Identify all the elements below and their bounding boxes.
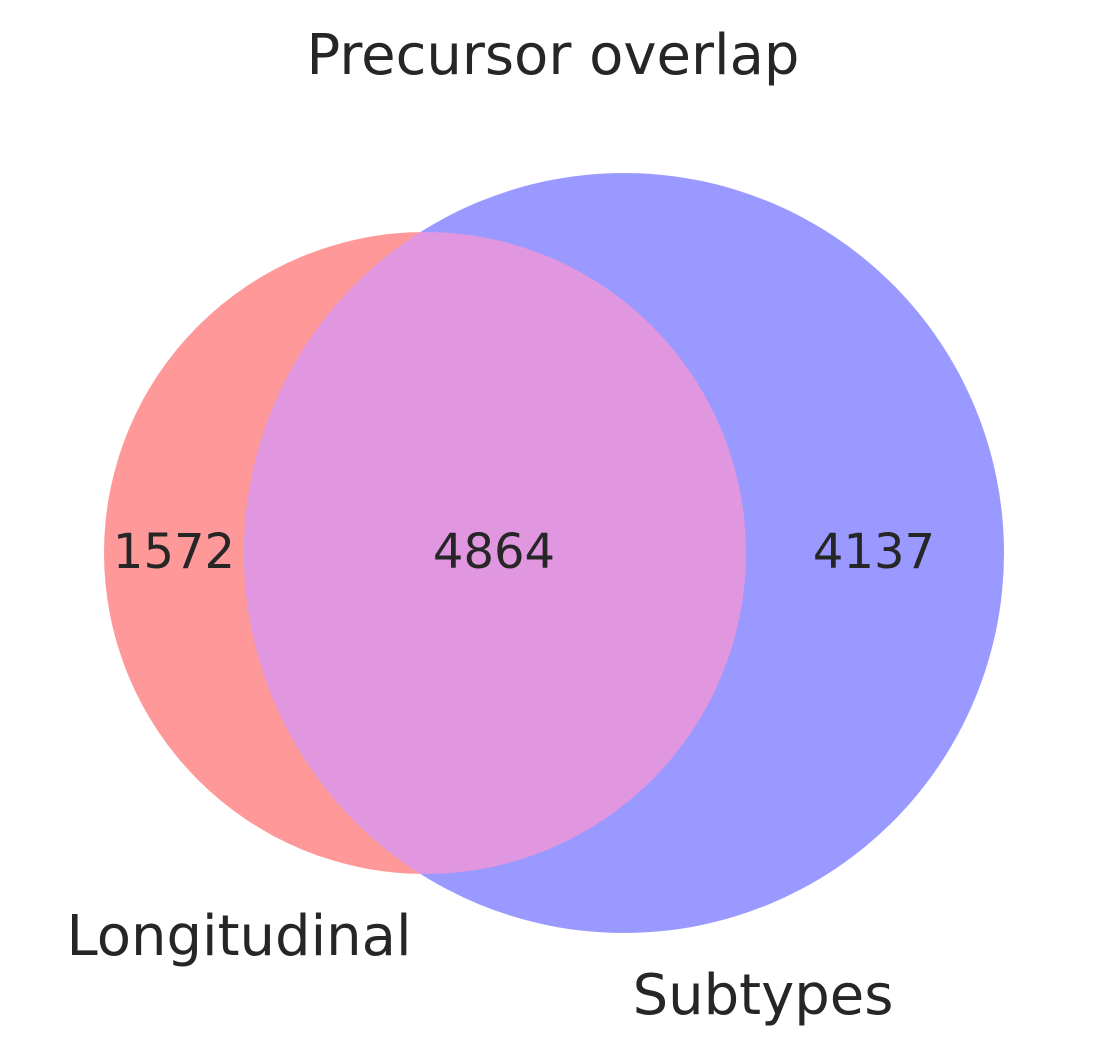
count-intersection: 4864 [433,524,555,580]
count-longitudinal-only: 1572 [113,524,235,580]
chart-title: Precursor overlap [307,23,800,88]
intersection-region [244,232,746,874]
count-subtypes-only: 4137 [813,524,935,580]
set-label-subtypes: Subtypes [633,963,894,1028]
set-label-longitudinal: Longitudinal [67,904,412,969]
